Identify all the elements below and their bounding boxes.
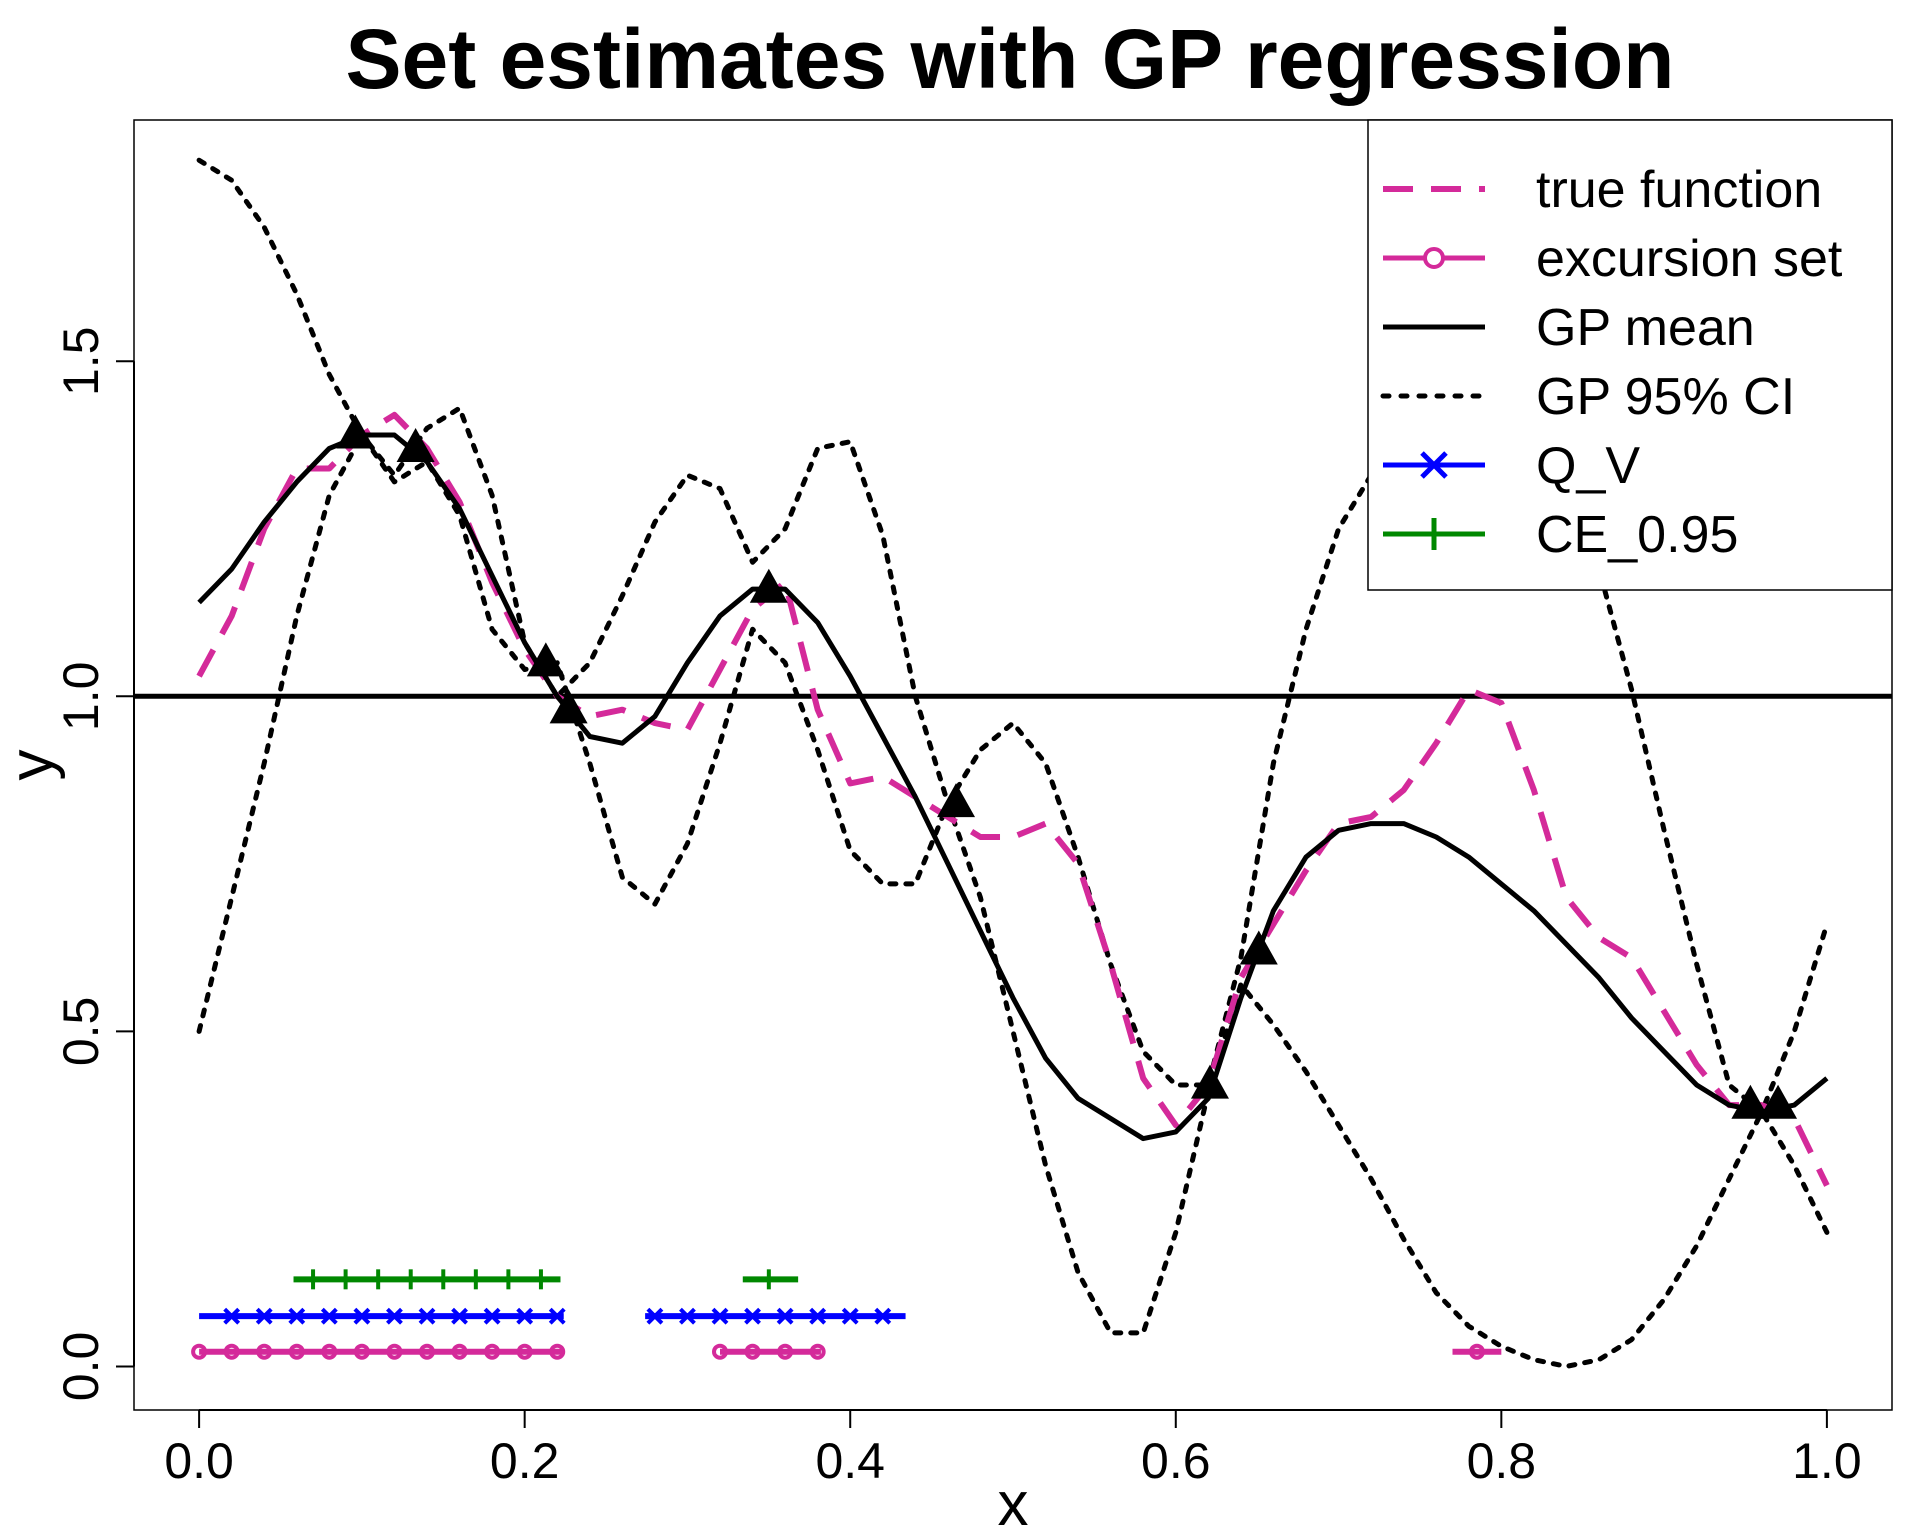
set-q-v-marker-4 (353, 1307, 371, 1325)
x-axis-label: x (998, 1470, 1029, 1536)
y-axis-label: y (0, 750, 66, 781)
set-q-v-marker-11 (646, 1307, 664, 1325)
legend-marker-4 (1420, 451, 1448, 479)
legend-label-2: GP mean (1536, 299, 1755, 357)
chart-title: Set estimates with GP regression (346, 12, 1675, 106)
set-excursion-set-marker-1 (223, 1343, 240, 1360)
legend-label-4: Q_V (1536, 437, 1640, 495)
set-excursion-set-marker-0 (191, 1343, 208, 1360)
set-excursion-set-marker-15 (809, 1343, 826, 1360)
legend-entry-excursion-set: excursion set (1383, 230, 1843, 288)
legend-label-1: excursion set (1536, 230, 1843, 288)
set-excursion-set-marker-6 (386, 1343, 403, 1360)
series-gp-mean (197, 432, 1829, 1142)
set-q-v-marker-0 (223, 1307, 241, 1325)
legend-box (1367, 119, 1893, 591)
set-q-v (199, 1307, 906, 1325)
legend-marker-1 (1423, 247, 1445, 269)
legend-entry-ce-0-95: CE_0.95 (1383, 506, 1738, 564)
series-gp-95-ci-lower (196, 432, 1830, 1369)
set-q-v-marker-9 (516, 1307, 534, 1325)
observation-point-6 (1190, 1064, 1229, 1099)
x-tick-label-0: 0.0 (164, 1433, 234, 1489)
observation-point-7 (1239, 930, 1278, 965)
set-q-v-marker-5 (386, 1307, 403, 1325)
x-tick-label-1: 0.2 (490, 1433, 560, 1489)
x-tick-label-2: 0.4 (815, 1433, 885, 1489)
set-q-v-marker-2 (288, 1307, 306, 1325)
legend: true function excursion set GP mean GP 95% … (1367, 119, 1893, 591)
legend-label-3: GP 95% CI (1536, 368, 1795, 426)
set-excursion-set-marker-8 (451, 1343, 468, 1360)
observation-point-0 (336, 414, 375, 449)
x-tick-label-4: 0.8 (1467, 1433, 1537, 1489)
set-excursion-set (191, 1343, 1502, 1360)
y-tick-label-3: 1.5 (53, 326, 109, 396)
observation-point-9 (1759, 1084, 1798, 1119)
legend-label-5: CE_0.95 (1536, 506, 1738, 564)
set-excursion-set-marker-10 (516, 1343, 533, 1360)
observation-point-5 (937, 783, 976, 818)
x-tick-label-3: 0.6 (1141, 1433, 1211, 1489)
set-excursion-set-marker-4 (321, 1343, 338, 1360)
set-q-v-marker-7 (451, 1307, 468, 1325)
set-q-v-marker-12 (679, 1307, 696, 1325)
observations (336, 414, 1798, 1119)
set-q-v-marker-17 (841, 1307, 859, 1325)
y-tick-label-0: 0.0 (53, 1332, 109, 1402)
set-q-v-marker-16 (809, 1307, 827, 1325)
set-excursion-set-marker-16 (1468, 1343, 1485, 1360)
observation-point-4 (749, 568, 788, 603)
set-excursion-set-marker-3 (288, 1343, 305, 1360)
set-excursion-set-marker-12 (712, 1343, 728, 1360)
set-q-v-marker-14 (744, 1307, 761, 1325)
set-q-v-marker-6 (418, 1307, 436, 1325)
x-tick-label-5: 1.0 (1792, 1433, 1862, 1489)
set-q-v-marker-3 (320, 1307, 338, 1325)
y-tick-label-2: 1.0 (53, 662, 109, 732)
observation-point-3 (549, 689, 588, 724)
legend-entry-gp-95-ci: GP 95% CI (1380, 368, 1795, 426)
observation-point-2 (526, 642, 565, 677)
set-q-v-marker-13 (711, 1307, 729, 1325)
set-q-v-marker-15 (776, 1307, 794, 1325)
observation-point-8 (1731, 1084, 1770, 1119)
axes: 0.0 0.2 0.4 0.6 0.8 1.0 0.0 0.5 1.0 1.5 (53, 326, 1862, 1489)
set-q-v-marker-8 (483, 1307, 501, 1325)
legend-entry-true-function: true function (1383, 161, 1822, 219)
observation-point-1 (396, 427, 435, 462)
set-excursion-set-marker-7 (419, 1343, 435, 1360)
set-q-v-marker-18 (874, 1307, 892, 1325)
set-excursion-set-marker-14 (777, 1343, 794, 1360)
set-excursion-set-marker-2 (256, 1343, 273, 1360)
set-q-v-marker-1 (255, 1307, 273, 1325)
set-q-v-marker-10 (548, 1307, 566, 1325)
set-excursion-set-marker-13 (744, 1343, 761, 1360)
set-excursion-set-marker-5 (353, 1343, 370, 1360)
set-excursion-set-marker-11 (549, 1343, 566, 1360)
set-ce-0-95 (293, 1269, 799, 1290)
legend-entry-q-v: Q_V (1383, 437, 1640, 495)
legend-entry-gp-mean: GP mean (1383, 299, 1755, 357)
set-excursion-set-marker-9 (484, 1343, 501, 1360)
y-tick-label-1: 0.5 (53, 997, 109, 1067)
legend-label-0: true function (1536, 161, 1822, 219)
